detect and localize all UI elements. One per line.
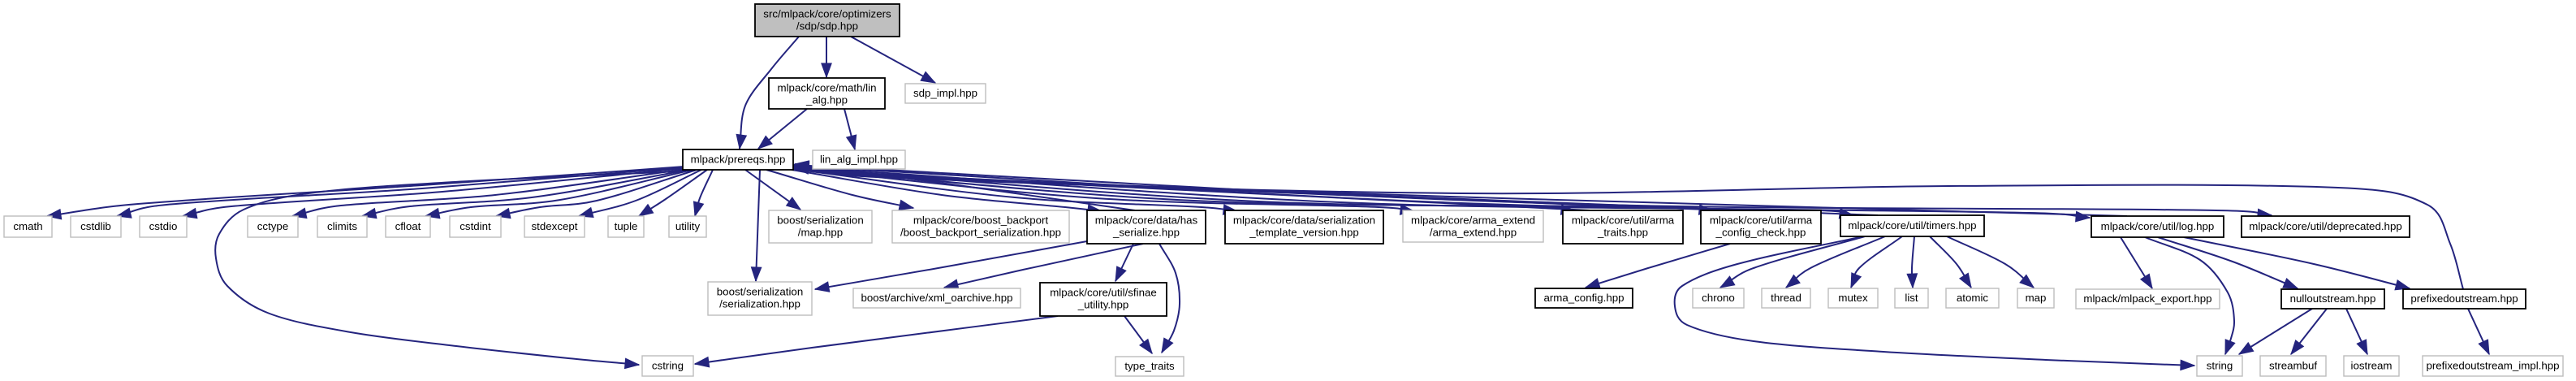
svg-text:mlpack/core/boost_backport: mlpack/core/boost_backport (913, 214, 1049, 227)
svg-text:boost/serialization: boost/serialization (777, 214, 863, 227)
svg-text:stdexcept: stdexcept (532, 220, 578, 232)
svg-text:cctype: cctype (257, 220, 288, 232)
svg-text:iostream: iostream (2351, 360, 2393, 372)
svg-text:src/mlpack/core/optimizers: src/mlpack/core/optimizers (763, 8, 891, 20)
svg-text:mlpack/core/util/timers.hpp: mlpack/core/util/timers.hpp (1848, 219, 1976, 232)
svg-text:cstdlib: cstdlib (80, 220, 111, 232)
svg-text:cmath: cmath (13, 220, 42, 232)
svg-text:arma_config.hpp: arma_config.hpp (1543, 292, 1624, 304)
svg-text:_traits.hpp: _traits.hpp (1597, 226, 1648, 238)
svg-text:type_traits: type_traits (1124, 360, 1175, 372)
svg-text:thread: thread (1771, 292, 1801, 304)
svg-text:_utility.hpp: _utility.hpp (1077, 298, 1129, 310)
svg-text:mutex: mutex (1838, 292, 1868, 304)
svg-text:sdp_impl.hpp: sdp_impl.hpp (913, 87, 977, 99)
svg-text:atomic: atomic (1957, 292, 1989, 304)
svg-text:cstdint: cstdint (460, 220, 491, 232)
svg-text:mlpack/core/util/sfinae: mlpack/core/util/sfinae (1050, 287, 1157, 299)
svg-text:cstdio: cstdio (149, 220, 178, 232)
svg-text:cfloat: cfloat (395, 220, 421, 232)
svg-text:mlpack/core/util/log.hpp: mlpack/core/util/log.hpp (2101, 220, 2215, 232)
svg-text:climits: climits (327, 220, 357, 232)
svg-text:lin_alg_impl.hpp: lin_alg_impl.hpp (820, 154, 898, 166)
svg-text:tuple: tuple (615, 220, 638, 232)
svg-text:prefixedoutstream_impl.hpp: prefixedoutstream_impl.hpp (2426, 360, 2559, 372)
svg-text:utility: utility (675, 220, 701, 232)
svg-text:prefixedoutstream.hpp: prefixedoutstream.hpp (2410, 292, 2518, 305)
svg-text:mlpack/core/util/deprecated.hp: mlpack/core/util/deprecated.hpp (2249, 220, 2401, 232)
svg-text:boost/archive/xml_oarchive.hpp: boost/archive/xml_oarchive.hpp (861, 292, 1013, 304)
svg-text:mlpack/mlpack_export.hpp: mlpack/mlpack_export.hpp (2083, 292, 2211, 305)
svg-text:/serialization.hpp: /serialization.hpp (719, 297, 800, 310)
svg-text:mlpack/core/data/serialization: mlpack/core/data/serialization (1233, 214, 1375, 227)
svg-text:nulloutstream.hpp: nulloutstream.hpp (2290, 292, 2376, 305)
svg-text:cstring: cstring (652, 360, 684, 372)
svg-text:/map.hpp: /map.hpp (798, 226, 843, 238)
svg-text:mlpack/core/arma_extend: mlpack/core/arma_extend (1411, 214, 1535, 227)
svg-text:/arma_extend.hpp: /arma_extend.hpp (1430, 226, 1517, 238)
svg-text:mlpack/core/math/lin: mlpack/core/math/lin (778, 82, 877, 94)
svg-text:chrono: chrono (1702, 292, 1735, 304)
svg-text:_config_check.hpp: _config_check.hpp (1715, 226, 1806, 238)
svg-text:mlpack/core/util/arma: mlpack/core/util/arma (1710, 214, 1813, 227)
svg-text:_template_version.hpp: _template_version.hpp (1249, 226, 1359, 238)
svg-text:map: map (2026, 292, 2047, 304)
svg-text:string: string (2207, 360, 2233, 372)
svg-text:mlpack/core/data/has: mlpack/core/data/has (1095, 214, 1198, 227)
svg-text:boost/serialization: boost/serialization (717, 286, 803, 298)
svg-text:/boost_backport_serialization.: /boost_backport_serialization.hpp (900, 226, 1061, 238)
svg-text:_serialize.hpp: _serialize.hpp (1112, 226, 1180, 238)
svg-text:/sdp/sdp.hpp: /sdp/sdp.hpp (796, 19, 858, 32)
svg-text:list: list (1905, 292, 1918, 304)
svg-text:mlpack/prereqs.hpp: mlpack/prereqs.hpp (691, 154, 786, 166)
svg-text:streambuf: streambuf (2269, 360, 2317, 372)
svg-text:mlpack/core/util/arma: mlpack/core/util/arma (1572, 214, 1675, 227)
svg-text:_alg.hpp: _alg.hpp (805, 93, 848, 106)
